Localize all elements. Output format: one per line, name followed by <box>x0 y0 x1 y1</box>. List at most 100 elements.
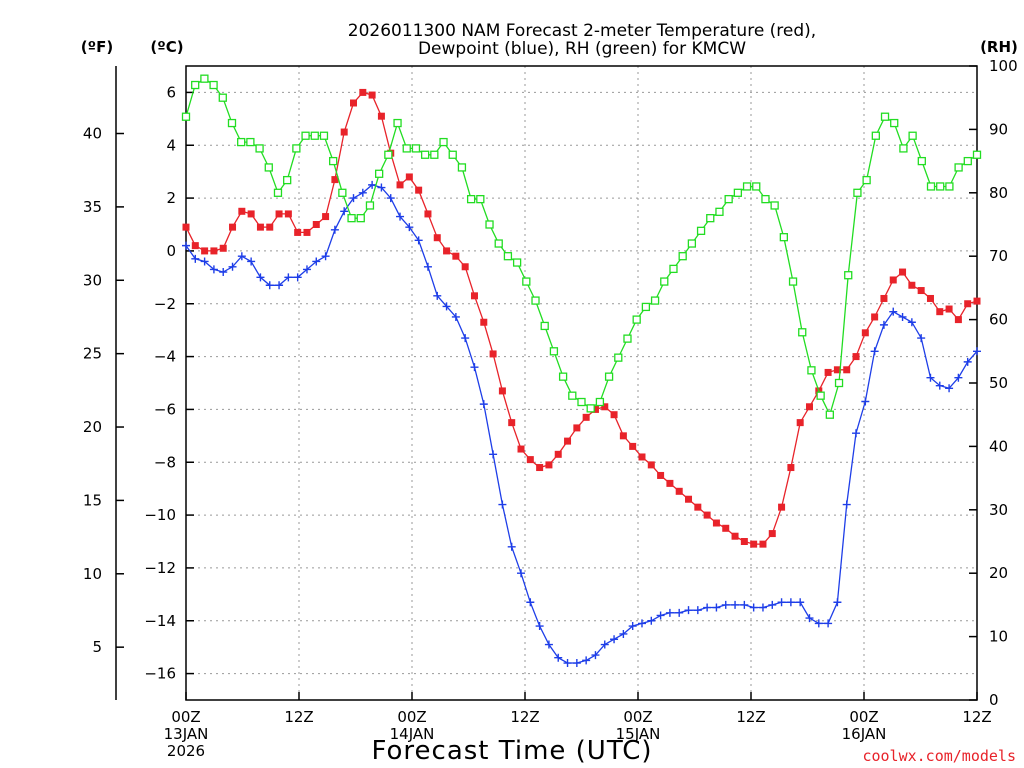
rh-point <box>678 252 687 261</box>
rh-point <box>310 131 319 140</box>
credit-label: coolwx.com/models <box>862 747 1016 765</box>
rh-point <box>761 194 770 204</box>
temperature-point <box>778 503 786 511</box>
temperature-point <box>685 495 693 503</box>
celsius-tick-label: −16 <box>144 665 176 683</box>
rh-point <box>411 144 421 153</box>
rh-point <box>798 328 807 337</box>
temperature-point <box>610 411 618 419</box>
dewpoint-point <box>610 635 619 644</box>
dewpoint-point <box>926 373 935 382</box>
rh-point <box>706 214 715 223</box>
temperature-series <box>182 88 981 548</box>
rh-point <box>218 93 227 102</box>
temperature-point <box>275 210 283 218</box>
dewpoint-point <box>358 188 367 197</box>
rh-point <box>439 137 448 147</box>
dewpoint-point <box>917 334 926 343</box>
temperature-point <box>666 479 674 487</box>
temperature-point <box>229 223 237 231</box>
temperature-point <box>498 387 506 395</box>
temperature-point <box>722 524 730 532</box>
dewpoint-point <box>498 500 507 509</box>
rh-point <box>779 233 788 242</box>
dewpoint-point <box>786 598 795 607</box>
x-tick-label: 00Z <box>849 708 878 726</box>
rh-point <box>402 144 411 153</box>
x-tick-label: 00Z <box>397 708 426 726</box>
temperature-point <box>833 366 841 374</box>
rh-point <box>181 112 191 121</box>
temperature-point <box>768 530 776 538</box>
temperature-point <box>405 173 413 181</box>
dewpoint-point <box>563 659 572 668</box>
dewpoint-point <box>451 312 460 321</box>
dewpoint-point <box>647 616 656 625</box>
dewpoint-point <box>693 606 702 615</box>
temperature-line <box>185 91 978 545</box>
dewpoint-point <box>256 273 265 282</box>
dewpoint-point <box>731 600 740 609</box>
temperature-point <box>582 413 590 421</box>
x-axis-label: Forecast Time (UTC) <box>371 736 652 766</box>
rh-tick-label: 100 <box>989 57 1018 75</box>
dewpoint-point <box>275 281 284 290</box>
x-tick-label: 16JAN <box>842 725 887 743</box>
dewpoint-point <box>396 212 405 221</box>
rh-tick-label: 0 <box>989 691 999 709</box>
temperature-point <box>805 403 813 411</box>
dewpoint-point <box>526 598 535 607</box>
dewpoint-point <box>907 318 916 327</box>
dewpoint-point <box>777 598 786 607</box>
dewpoint-point <box>684 606 693 615</box>
dewpoint-point <box>582 656 591 665</box>
rh-point <box>522 277 531 286</box>
rh-point <box>595 397 605 407</box>
rh-point <box>375 169 384 178</box>
x-tick-label: 00Z <box>623 708 652 726</box>
dewpoint-point <box>349 194 358 203</box>
rh-point <box>393 118 402 128</box>
rh-point <box>963 156 972 166</box>
rh-point <box>356 214 365 223</box>
rh-point <box>273 188 283 197</box>
dewpoint-point <box>665 608 674 617</box>
temperature-point <box>452 252 460 260</box>
dewpoint-point <box>842 500 851 509</box>
dewpoint-point <box>870 347 879 356</box>
temperature-point <box>899 268 907 276</box>
x-tick-label: 12Z <box>284 708 313 726</box>
dewpoint-point <box>833 598 842 607</box>
dewpoint-point <box>228 262 237 271</box>
temperature-point <box>526 456 534 464</box>
temperature-point <box>564 437 572 445</box>
rh-point <box>917 156 926 166</box>
dewpoint-point <box>796 598 805 607</box>
dewpoint-point <box>200 257 209 266</box>
temperature-point <box>861 329 869 337</box>
rh-point <box>788 277 798 286</box>
dewpoint-point <box>740 600 749 609</box>
rh-tick-label: 80 <box>989 184 1008 202</box>
rh-point <box>209 80 218 90</box>
dewpoint-point <box>768 600 777 609</box>
temperature-point <box>638 453 646 461</box>
dewpoint-point <box>637 619 646 628</box>
dewpoint-point <box>414 236 423 245</box>
rh-point <box>604 372 614 381</box>
temperature-point <box>536 464 544 472</box>
dewpoint-point <box>628 622 637 631</box>
rh-point <box>816 391 825 400</box>
dewpoint-point <box>954 373 963 382</box>
rh-point <box>844 271 853 280</box>
temperature-point <box>182 223 190 231</box>
temperature-point <box>647 461 655 469</box>
temperature-point <box>433 234 441 242</box>
fahrenheit-tick-label: 20 <box>83 418 102 436</box>
temperature-point <box>377 112 385 120</box>
rh-point <box>531 296 540 305</box>
temperature-point <box>694 503 702 511</box>
rh-point <box>347 214 356 223</box>
temperature-point <box>740 538 748 545</box>
